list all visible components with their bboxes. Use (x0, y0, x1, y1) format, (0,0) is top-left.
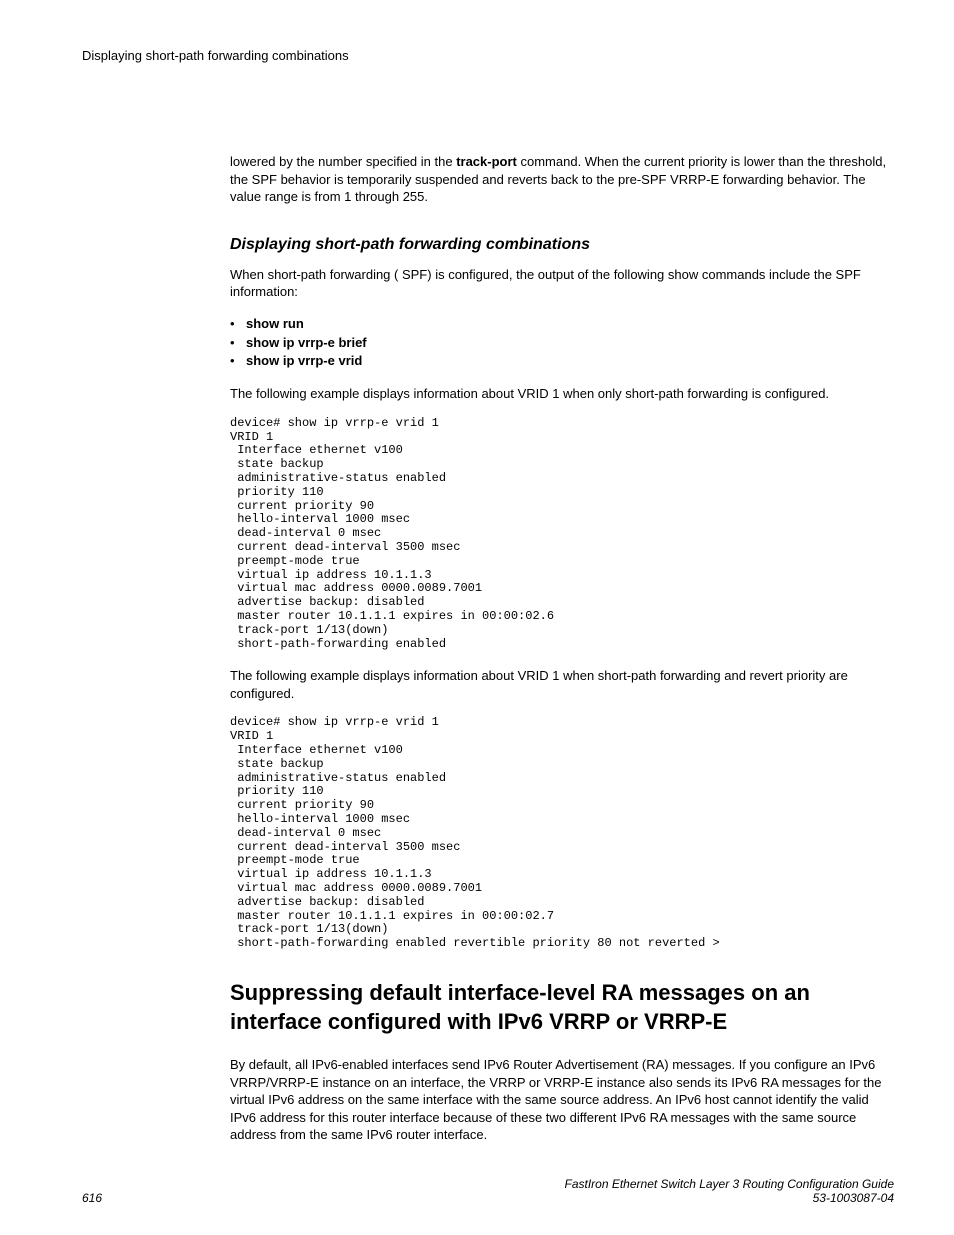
page: Displaying short-path forwarding combina… (0, 0, 954, 1235)
intro-pre: lowered by the number specified in the (230, 154, 456, 169)
page-number: 616 (82, 1191, 102, 1205)
list-item: show ip vrrp-e brief (230, 334, 894, 353)
section1-p3: The following example displays informati… (230, 667, 894, 702)
intro-bold: track-port (456, 154, 517, 169)
show-commands-list: show run show ip vrrp-e brief show ip vr… (230, 315, 894, 372)
list-item: show ip vrrp-e vrid (230, 352, 894, 371)
list-item: show run (230, 315, 894, 334)
running-head: Displaying short-path forwarding combina… (82, 48, 894, 63)
section2-p1: By default, all IPv6-enabled interfaces … (230, 1056, 894, 1144)
cli-output-1: device# show ip vrrp-e vrid 1 VRID 1 Int… (230, 417, 894, 652)
intro-paragraph: lowered by the number specified in the t… (230, 153, 894, 206)
section1-heading: Displaying short-path forwarding combina… (230, 236, 894, 254)
content-area: lowered by the number specified in the t… (230, 153, 894, 1144)
doc-number: 53-1003087-04 (564, 1191, 894, 1205)
section1-p2: The following example displays informati… (230, 385, 894, 403)
page-footer: 616 FastIron Ethernet Switch Layer 3 Rou… (82, 1177, 894, 1205)
cli-output-2: device# show ip vrrp-e vrid 1 VRID 1 Int… (230, 716, 894, 951)
section1-p1: When short-path forwarding ( SPF) is con… (230, 266, 894, 301)
section2-heading: Suppressing default interface-level RA m… (230, 979, 894, 1036)
doc-title: FastIron Ethernet Switch Layer 3 Routing… (564, 1177, 894, 1191)
footer-right: FastIron Ethernet Switch Layer 3 Routing… (564, 1177, 894, 1205)
